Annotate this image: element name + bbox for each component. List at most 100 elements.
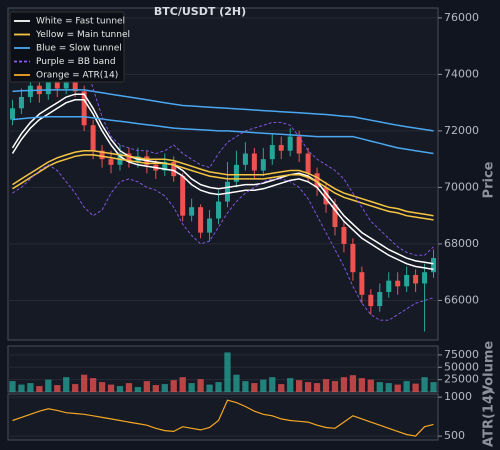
volume-bar [143,381,150,392]
indicator-line [11,93,434,265]
y-tick-label: 74000 [444,67,479,80]
volume-bar [197,379,204,392]
candle-body [431,258,437,273]
volume-bar [421,377,428,392]
volume-bar [376,382,383,392]
volume-bar [45,379,52,392]
candle-body [332,204,338,227]
candle-body [359,272,365,295]
volume-bar [358,378,365,392]
volume-bar [98,382,106,392]
y-axis-label: Volume [482,341,497,396]
volume-bar [430,382,437,392]
y-tick-label: 68000 [444,237,479,250]
candle-body [224,181,230,202]
y-tick-label: 72000 [444,124,479,137]
y-tick-label: 75000 [444,348,479,361]
candle-body [99,150,105,160]
volume-bar [9,381,16,392]
y-tick-label: 50000 [444,360,479,373]
grid: 66000 68000 70000 72000 74000 76000 2500050000… [8,11,479,442]
volume-bar [385,383,392,392]
chart-title: BTC/USDT (2H) [154,5,246,18]
legend-box [9,11,125,83]
indicator-line [12,89,434,132]
volume-bar [349,375,357,392]
candle-body [422,272,428,284]
legend-label: Orange = ATR(14) [36,71,118,81]
candle-body [189,207,195,216]
indicator-line [12,149,434,217]
volume-bar [278,384,285,392]
candle-body [180,176,186,216]
candle-body [72,77,78,92]
candle-body [207,218,213,233]
candle-body [27,85,33,98]
indicator-line [12,116,434,155]
y-tick-label: 66000 [444,293,479,306]
candle-body [314,173,320,188]
y-tick-label: 25000 [444,373,479,386]
volume-bar [269,377,276,392]
candle-body [18,97,24,109]
volume-bar [322,379,330,392]
y-axis-label: ATR(14) [482,389,497,447]
volume-bar [296,380,303,392]
volume-bar [206,384,213,392]
volume-bar [63,377,70,392]
volume-bar [81,374,88,392]
volume-bar [215,382,222,392]
legend-label: Yellow = Main tunnel [35,30,130,40]
y-tick-label: 1000 [444,390,472,403]
candle-body [395,280,401,287]
legend-label: Blue = Slow tunnel [36,44,122,54]
y-tick-label: 500 [444,429,465,442]
candle-body [63,77,69,89]
candle-body [269,145,275,160]
volume-bar [18,384,25,392]
candle-body [368,294,374,307]
y-tick-label: 70000 [444,180,479,193]
candle-body [377,291,383,307]
atr-panel [7,393,439,441]
candle-body [90,125,96,151]
legend-label: White = Fast tunnel [36,17,125,27]
candle-body [350,243,356,273]
volume-bar [251,383,258,392]
volume-bar [161,384,168,392]
y-tick-label: 76000 [444,11,479,24]
indicator-line [12,154,434,221]
legend-label: Purple = BB band [36,57,116,67]
volume-bar [36,386,43,392]
volume-bar [287,378,294,392]
volume-bar [367,379,374,392]
indicator-line [12,164,434,321]
volume-bar [403,381,410,392]
candle-body [126,153,132,162]
candle-body [341,226,347,244]
candle-body [287,136,293,151]
volume-bar [412,383,419,392]
volume-bar [340,377,348,392]
atr-line [12,399,434,437]
legend: White = Fast tunnel Yellow = Main tunnel B… [9,11,130,83]
volume-bar [125,383,133,392]
volume-bar [331,381,339,392]
volume-bar [242,381,249,392]
volume-bar [170,380,177,392]
candle-body [108,159,114,165]
volume-bar [304,382,312,392]
volume-bar [188,383,195,392]
volume-bar [54,385,61,392]
candle-body [54,80,60,89]
candle-body [9,108,15,120]
candle-body [386,280,392,292]
candle-body [45,80,51,95]
candle-body [296,136,302,154]
candle-body [216,201,222,219]
volume-bar [134,387,142,392]
volume-bar [260,379,267,392]
volume-bar [233,374,240,392]
candle-body [242,153,248,165]
